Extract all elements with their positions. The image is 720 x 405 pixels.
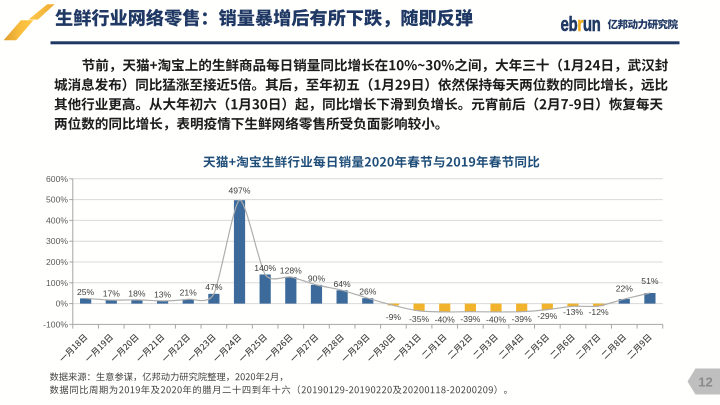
svg-text:90%: 90% (308, 274, 326, 284)
svg-text:51%: 51% (641, 276, 659, 286)
svg-text:600%: 600% (46, 174, 68, 184)
svg-text:17%: 17% (103, 289, 121, 299)
svg-text:26%: 26% (359, 287, 377, 297)
svg-text:22%: 22% (616, 284, 634, 294)
svg-text:0%: 0% (56, 299, 69, 309)
svg-text:500%: 500% (46, 195, 68, 205)
svg-text:497%: 497% (229, 186, 251, 196)
svg-text:300%: 300% (46, 236, 68, 246)
svg-text:-40%: -40% (486, 314, 506, 324)
svg-text:140%: 140% (254, 263, 276, 273)
svg-text:-100%: -100% (43, 319, 68, 329)
svg-text:-39%: -39% (512, 314, 532, 324)
svg-text:25%: 25% (77, 287, 95, 297)
svg-text:21%: 21% (180, 288, 198, 298)
svg-text:-13%: -13% (563, 307, 583, 317)
svg-text:-40%: -40% (435, 314, 455, 324)
svg-text:64%: 64% (333, 279, 351, 289)
svg-text:-12%: -12% (589, 307, 609, 317)
svg-text:18%: 18% (128, 288, 146, 298)
svg-text:-35%: -35% (409, 314, 429, 324)
svg-text:47%: 47% (205, 282, 223, 292)
svg-text:ebrun: ebrun (561, 13, 601, 36)
svg-text:-39%: -39% (460, 314, 480, 324)
svg-text:100%: 100% (46, 278, 68, 288)
svg-text:200%: 200% (46, 257, 68, 267)
svg-text:12: 12 (698, 375, 712, 390)
svg-text:-29%: -29% (537, 311, 557, 321)
svg-text:13%: 13% (154, 289, 172, 299)
svg-text:128%: 128% (280, 266, 302, 276)
svg-text:-9%: -9% (386, 312, 402, 322)
svg-text:400%: 400% (46, 215, 68, 225)
